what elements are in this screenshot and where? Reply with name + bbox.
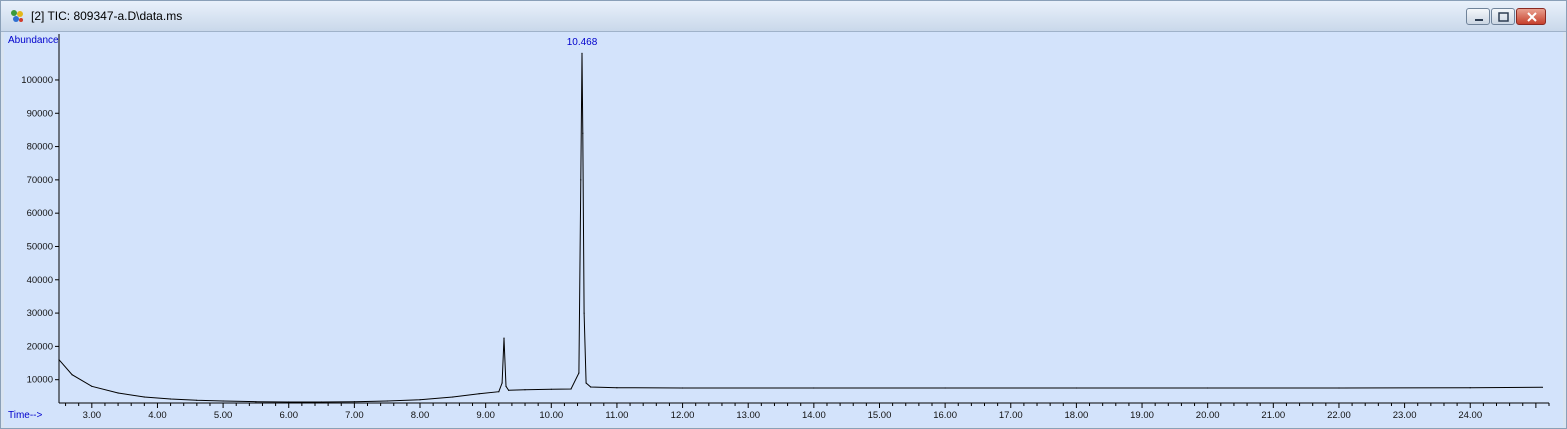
- data-point: [1541, 386, 1543, 388]
- close-icon: [1527, 12, 1537, 22]
- data-point: [583, 312, 585, 314]
- y-tick-label-3: 40000: [27, 275, 53, 286]
- window-title: [2] TIC: 809347-a.D\data.ms: [31, 9, 183, 23]
- data-point: [321, 401, 323, 403]
- maximize-icon: [1498, 12, 1509, 22]
- data-point: [353, 401, 355, 403]
- title-bar[interactable]: [2] TIC: 809347-a.D\data.ms: [1, 1, 1566, 32]
- data-point: [196, 399, 198, 401]
- x-tick-label-13: 16.00: [933, 410, 957, 421]
- data-point: [550, 388, 552, 390]
- data-point: [505, 385, 507, 387]
- data-point: [1338, 387, 1340, 389]
- data-point: [580, 179, 582, 181]
- x-tick-label-10: 13.00: [736, 410, 760, 421]
- data-point: [386, 400, 388, 402]
- tic-trace-line: [58, 53, 1543, 403]
- x-tick-label-15: 18.00: [1065, 410, 1089, 421]
- data-point: [143, 396, 145, 398]
- data-point: [616, 387, 618, 389]
- x-tick-label-19: 22.00: [1327, 410, 1351, 421]
- plot-area[interactable]: 10000 20000 30000 40000 50000 60000 70000 80000…: [4, 32, 1563, 427]
- minimize-button[interactable]: [1466, 8, 1490, 25]
- x-tick-label-7: 10.00: [539, 410, 563, 421]
- x-tick-label-18: 21.00: [1261, 410, 1285, 421]
- data-point: [1075, 387, 1077, 389]
- x-tick-label-8: 11.00: [605, 410, 628, 421]
- data-point: [578, 372, 580, 374]
- x-tick-label-6: 9.00: [476, 410, 495, 421]
- data-point: [503, 337, 505, 339]
- data-point: [585, 382, 587, 384]
- x-tick-label-5: 8.00: [411, 410, 430, 421]
- y-tick-label-4: 50000: [27, 241, 53, 252]
- data-point: [582, 132, 584, 134]
- x-tick-label-2: 5.00: [214, 410, 233, 421]
- maximize-button[interactable]: [1491, 8, 1515, 25]
- y-axis-label: Abundance: [8, 35, 59, 46]
- x-tick-label-14: 17.00: [999, 410, 1023, 421]
- y-tick-label-7: 80000: [27, 142, 53, 153]
- data-point: [581, 52, 583, 54]
- y-tick-label-5: 60000: [27, 208, 53, 219]
- x-tick-label-12: 15.00: [868, 410, 892, 421]
- x-tick-label-9: 12.00: [671, 410, 695, 421]
- data-point: [813, 387, 815, 389]
- data-point: [524, 389, 526, 391]
- data-point: [222, 400, 224, 402]
- chemstation-app-icon: [11, 10, 23, 22]
- x-tick-label-11: 14.00: [802, 410, 826, 421]
- data-point: [590, 386, 592, 388]
- y-tick-label-9: 100000: [21, 75, 53, 86]
- data-point: [944, 387, 946, 389]
- tic-chromatogram[interactable]: 10000 20000 30000 40000 50000 60000 70000 80000…: [4, 32, 1563, 427]
- x-tick-label-4: 7.00: [345, 410, 364, 421]
- y-tick-label-8: 90000: [27, 108, 53, 119]
- data-point: [508, 389, 510, 391]
- x-tick-label-21: 24.00: [1458, 410, 1482, 421]
- y-tick-label-2: 30000: [27, 308, 53, 319]
- data-point: [452, 396, 454, 398]
- x-axis-label: Time-->: [8, 410, 43, 421]
- y-tick-label-0: 10000: [27, 375, 53, 386]
- data-point: [255, 401, 257, 403]
- data-point: [570, 388, 572, 390]
- x-tick-label-1: 4.00: [148, 410, 167, 421]
- data-point: [1207, 387, 1209, 389]
- data-point: [91, 385, 93, 387]
- x-tick-label-17: 20.00: [1196, 410, 1220, 421]
- data-point: [71, 374, 73, 376]
- data-point: [682, 387, 684, 389]
- data-point: [478, 393, 480, 395]
- x-tick-label-20: 23.00: [1393, 410, 1417, 421]
- minimize-icon: [1475, 19, 1483, 21]
- data-point: [419, 399, 421, 401]
- x-tick-label-16: 19.00: [1130, 410, 1154, 421]
- data-point: [58, 359, 60, 361]
- data-point: [288, 401, 290, 403]
- x-tick-label-3: 6.00: [279, 410, 298, 421]
- close-button[interactable]: [1516, 8, 1546, 25]
- y-tick-label-6: 70000: [27, 175, 53, 186]
- data-point: [1469, 387, 1471, 389]
- peak-label-0: 10.468: [567, 37, 598, 48]
- data-point: [117, 392, 119, 394]
- data-point: [501, 382, 503, 384]
- data-point: [498, 391, 500, 393]
- y-tick-label-1: 20000: [27, 341, 53, 352]
- x-tick-label-0: 3.00: [83, 410, 102, 421]
- data-point: [170, 398, 172, 400]
